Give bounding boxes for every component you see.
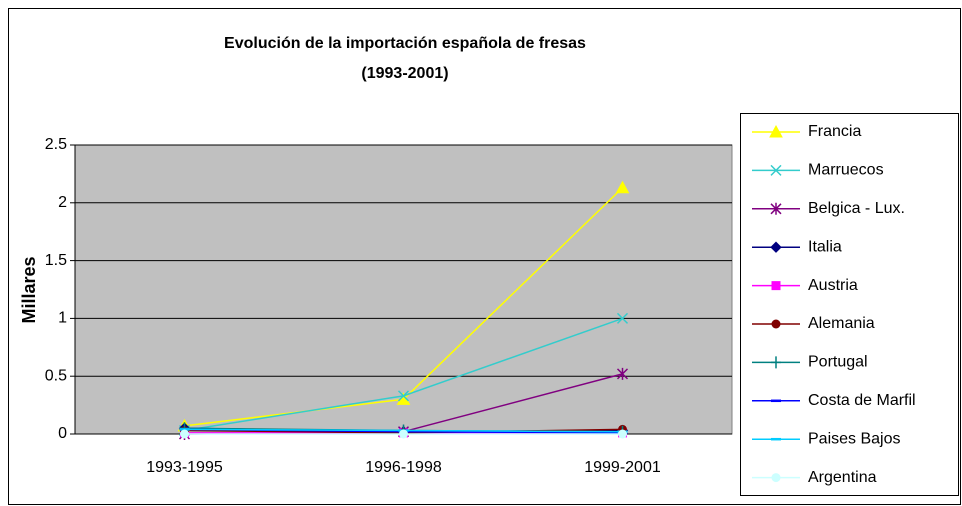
- legend-label: Costa de Marfil: [808, 392, 916, 409]
- marker: [399, 429, 408, 439]
- legend-box: [740, 113, 959, 496]
- y-tick-label: 2.5: [45, 136, 67, 153]
- y-tick-label: 0.5: [45, 367, 67, 384]
- x-tick-label: 1993-1995: [146, 459, 223, 476]
- chart-title: Evolución de la importación española de …: [224, 35, 586, 52]
- legend-label: Portugal: [808, 354, 868, 371]
- marker: [616, 312, 629, 324]
- marker: [615, 180, 630, 194]
- marker: [618, 429, 627, 439]
- legend-label: Austria: [808, 277, 858, 294]
- marker: [397, 390, 410, 402]
- marker: [616, 367, 629, 380]
- legend-marker: [770, 241, 782, 253]
- y-tick-label: 1: [58, 310, 67, 327]
- y-tick-label: 1.5: [45, 252, 67, 269]
- y-tick-label: 0: [58, 425, 67, 442]
- legend-label: Paises Bajos: [808, 430, 901, 447]
- x-tick-label: 1996-1998: [365, 459, 442, 476]
- legend-marker: [769, 124, 783, 138]
- legend-label: Argentina: [808, 469, 877, 486]
- legend-marker: [770, 164, 782, 176]
- plot-area: [74, 144, 733, 435]
- legend-label: Belgica - Lux.: [808, 200, 905, 217]
- legend-marker: [771, 281, 781, 291]
- legend-marker: [771, 356, 781, 369]
- y-tick-label: 2: [58, 194, 67, 211]
- x-tick-label: 1999-2001: [584, 459, 661, 476]
- y-axis-label: Millares: [19, 256, 39, 323]
- legend-marker: [770, 202, 782, 215]
- legend-label: Marruecos: [808, 162, 884, 179]
- legend-label: Italia: [808, 238, 842, 255]
- legend-marker: [771, 319, 781, 329]
- legend-marker: [771, 473, 781, 483]
- legend-label: Francia: [808, 123, 861, 140]
- marker: [180, 429, 189, 439]
- legend-label: Alemania: [808, 315, 875, 332]
- chart-subtitle: (1993-2001): [361, 65, 448, 82]
